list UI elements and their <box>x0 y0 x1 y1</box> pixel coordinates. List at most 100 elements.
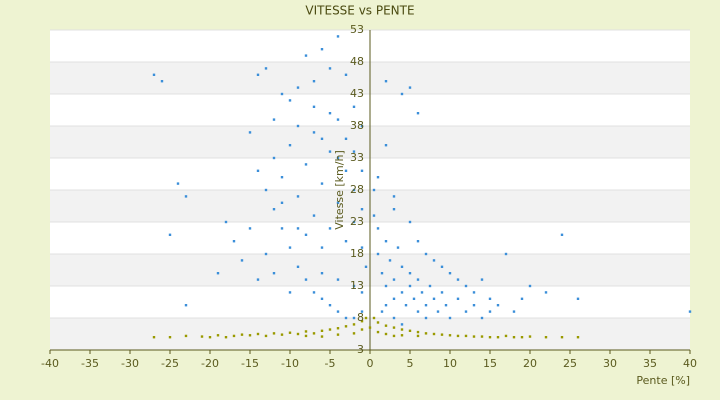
point <box>296 227 300 230</box>
y-tick-label: 48 <box>350 55 364 68</box>
point <box>464 334 468 338</box>
point <box>256 169 260 172</box>
point <box>352 284 356 288</box>
point <box>480 278 484 281</box>
point <box>544 291 548 294</box>
point <box>336 156 340 160</box>
point <box>504 334 508 338</box>
point <box>320 297 324 300</box>
point <box>296 265 300 268</box>
point <box>328 67 332 70</box>
point <box>336 327 340 330</box>
point <box>168 233 172 236</box>
point <box>320 137 324 140</box>
point <box>288 144 292 147</box>
point <box>376 321 380 324</box>
point <box>336 278 340 281</box>
y-tick-label: 43 <box>350 87 364 100</box>
point <box>400 291 404 294</box>
point <box>472 291 476 294</box>
point <box>440 265 444 268</box>
point <box>272 156 276 160</box>
point <box>376 227 380 230</box>
point <box>404 304 408 307</box>
point <box>488 336 492 339</box>
point <box>424 252 428 256</box>
point <box>388 259 392 262</box>
point <box>256 332 260 336</box>
point <box>464 284 468 288</box>
point <box>488 297 492 300</box>
point <box>520 336 524 339</box>
y-tick-label: 18 <box>350 247 364 260</box>
point <box>360 124 364 128</box>
x-tick-label: 15 <box>483 357 497 370</box>
point <box>256 73 260 76</box>
y-tick-label: 53 <box>350 23 364 36</box>
point <box>416 278 420 281</box>
point <box>416 310 420 313</box>
point <box>528 284 532 288</box>
point <box>304 330 308 333</box>
point <box>240 259 244 262</box>
point <box>392 297 396 300</box>
y-tick-label: 28 <box>350 183 364 196</box>
point <box>408 329 412 332</box>
point <box>448 334 452 337</box>
x-tick-label: 40 <box>683 357 697 370</box>
point <box>380 272 384 275</box>
point <box>688 310 692 313</box>
point <box>232 334 236 338</box>
point <box>432 297 436 300</box>
point <box>392 326 396 329</box>
point <box>456 334 460 338</box>
point <box>440 333 444 336</box>
y-axis-label: Vitesse [km/h] <box>333 150 346 230</box>
point <box>352 323 356 326</box>
point <box>296 195 300 198</box>
point <box>328 304 332 307</box>
point <box>576 297 580 300</box>
point <box>280 201 284 204</box>
point <box>312 332 316 335</box>
point <box>256 278 260 281</box>
point <box>296 332 300 336</box>
point <box>248 227 252 230</box>
point <box>272 118 276 121</box>
point <box>400 323 404 326</box>
point <box>432 259 436 262</box>
point <box>488 310 492 313</box>
point <box>436 310 440 313</box>
point <box>512 310 516 313</box>
point <box>392 278 396 281</box>
point <box>240 333 244 336</box>
point <box>360 291 364 294</box>
x-tick-label: -20 <box>201 357 219 370</box>
point <box>304 163 308 166</box>
point <box>336 201 340 204</box>
point <box>480 335 484 338</box>
point <box>280 333 284 336</box>
point <box>504 252 508 256</box>
point <box>304 278 308 281</box>
point <box>560 233 564 236</box>
point <box>352 188 356 192</box>
x-tick-label: 30 <box>603 357 617 370</box>
point <box>224 220 228 224</box>
point <box>328 227 332 230</box>
point <box>384 304 388 307</box>
point <box>448 316 452 320</box>
point <box>424 332 428 335</box>
point <box>384 240 388 243</box>
point <box>352 316 356 320</box>
point <box>264 67 268 70</box>
point <box>312 80 316 83</box>
point <box>288 291 292 294</box>
point <box>168 336 172 339</box>
point <box>344 73 348 76</box>
point <box>424 316 428 320</box>
x-tick-label: -30 <box>121 357 139 370</box>
point <box>448 272 452 275</box>
point <box>456 297 460 300</box>
